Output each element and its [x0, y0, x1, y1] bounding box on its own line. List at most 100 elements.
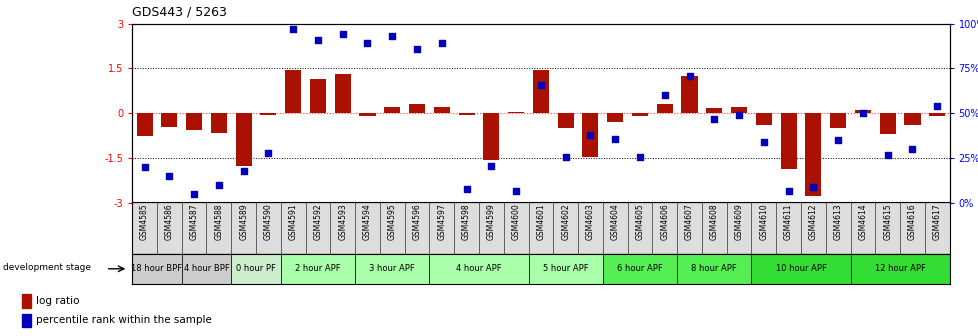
Bar	[705, 108, 722, 114]
Bar	[928, 114, 945, 116]
Text: GSM4603: GSM4603	[586, 204, 595, 241]
Text: GSM4595: GSM4595	[387, 204, 396, 241]
Point	[236, 168, 251, 174]
Point	[433, 41, 449, 46]
Point	[928, 103, 944, 109]
Point	[532, 82, 548, 87]
Bar	[483, 114, 499, 160]
Point	[459, 186, 474, 192]
Text: GSM4615: GSM4615	[882, 204, 891, 240]
Text: GSM4607: GSM4607	[685, 204, 693, 241]
Text: 2 hour APF: 2 hour APF	[294, 264, 340, 273]
Text: 3 hour APF: 3 hour APF	[369, 264, 415, 273]
Bar	[285, 70, 301, 114]
Point	[879, 152, 895, 158]
Bar	[677, 254, 751, 284]
Point	[557, 154, 573, 159]
Bar	[383, 107, 400, 114]
Text: GSM4605: GSM4605	[635, 204, 644, 241]
Point	[359, 41, 375, 46]
Text: GSM4611: GSM4611	[783, 204, 792, 240]
Bar	[161, 114, 177, 127]
Bar	[182, 254, 231, 284]
Point	[829, 138, 845, 143]
Text: GSM4596: GSM4596	[412, 204, 422, 241]
Text: GSM4591: GSM4591	[289, 204, 297, 240]
Point	[186, 192, 201, 197]
Bar	[359, 114, 376, 116]
Bar	[22, 313, 31, 327]
Bar	[260, 114, 276, 115]
Text: 6 hour APF: 6 hour APF	[616, 264, 662, 273]
Bar	[582, 114, 598, 157]
Text: GSM4616: GSM4616	[907, 204, 916, 240]
Text: GSM4597: GSM4597	[437, 204, 446, 241]
Text: GSM4587: GSM4587	[190, 204, 199, 240]
Bar	[805, 114, 821, 196]
Bar	[681, 76, 697, 114]
Bar	[429, 254, 528, 284]
Text: GSM4599: GSM4599	[486, 204, 495, 241]
Text: GSM4606: GSM4606	[659, 204, 669, 241]
Point	[681, 73, 696, 78]
Point	[731, 113, 746, 118]
Point	[755, 139, 771, 145]
Text: 12 hour APF: 12 hour APF	[873, 264, 924, 273]
Text: GSM4594: GSM4594	[363, 204, 372, 241]
Bar	[904, 114, 919, 125]
Point	[161, 174, 177, 179]
Text: GSM4598: GSM4598	[462, 204, 470, 240]
Text: GSM4609: GSM4609	[734, 204, 743, 241]
Text: 4 hour APF: 4 hour APF	[456, 264, 502, 273]
Point	[310, 37, 326, 42]
Point	[606, 136, 622, 141]
Text: GSM4602: GSM4602	[560, 204, 569, 240]
Bar	[433, 107, 450, 114]
Point	[904, 147, 919, 152]
Text: 0 hour PF: 0 hour PF	[236, 264, 276, 273]
Point	[211, 183, 227, 188]
Text: GSM4600: GSM4600	[511, 204, 520, 241]
Point	[854, 111, 869, 116]
Text: 10 hour APF: 10 hour APF	[775, 264, 825, 273]
Text: GSM4613: GSM4613	[833, 204, 842, 240]
Text: GDS443 / 5263: GDS443 / 5263	[132, 5, 227, 18]
Bar	[656, 104, 672, 114]
Bar	[236, 114, 251, 166]
Text: GSM4592: GSM4592	[313, 204, 322, 240]
Bar	[850, 254, 949, 284]
Point	[334, 32, 350, 37]
Point	[582, 132, 598, 138]
Bar	[458, 114, 474, 115]
Point	[805, 184, 821, 190]
Bar	[210, 114, 227, 133]
Text: development stage: development stage	[3, 263, 91, 272]
Bar	[22, 294, 31, 308]
Text: percentile rank within the sample: percentile rank within the sample	[35, 316, 211, 325]
Text: GSM4604: GSM4604	[610, 204, 619, 241]
Bar	[132, 254, 182, 284]
Bar	[310, 79, 326, 114]
Bar	[557, 114, 573, 128]
Text: GSM4593: GSM4593	[337, 204, 347, 241]
Bar	[854, 110, 870, 114]
Text: 5 hour APF: 5 hour APF	[543, 264, 588, 273]
Text: log ratio: log ratio	[35, 296, 79, 306]
Point	[508, 188, 523, 194]
Bar	[355, 254, 429, 284]
Text: GSM4608: GSM4608	[709, 204, 718, 240]
Bar	[508, 112, 523, 114]
Text: GSM4617: GSM4617	[932, 204, 941, 240]
Text: GSM4589: GSM4589	[239, 204, 247, 240]
Point	[656, 93, 672, 98]
Bar	[231, 254, 281, 284]
Point	[409, 46, 424, 51]
Text: GSM4590: GSM4590	[264, 204, 273, 241]
Bar	[631, 114, 647, 116]
Text: GSM4588: GSM4588	[214, 204, 223, 240]
Bar	[334, 75, 350, 114]
Text: GSM4585: GSM4585	[140, 204, 149, 240]
Bar	[751, 254, 850, 284]
Point	[632, 154, 647, 159]
Text: GSM4610: GSM4610	[759, 204, 768, 240]
